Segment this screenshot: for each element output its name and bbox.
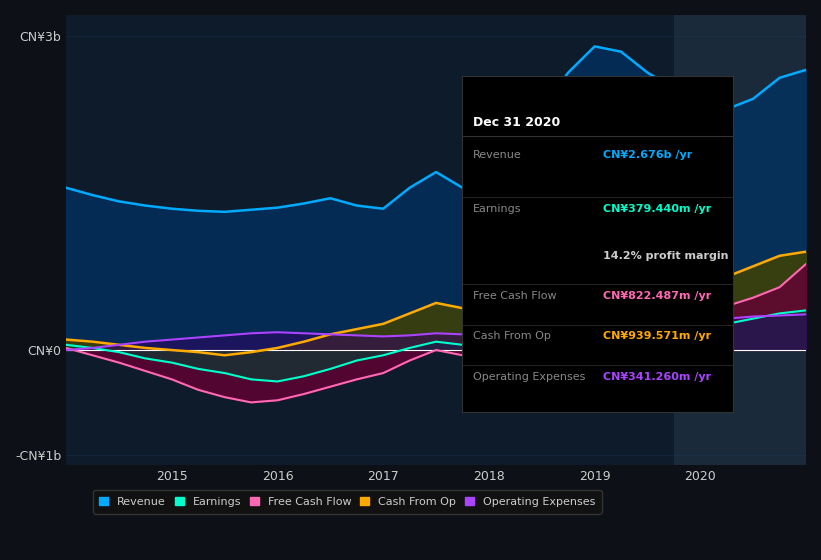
Legend: Revenue, Earnings, Free Cash Flow, Cash From Op, Operating Expenses: Revenue, Earnings, Free Cash Flow, Cash … xyxy=(93,490,602,514)
Text: 14.2% profit margin: 14.2% profit margin xyxy=(603,251,728,261)
Text: Free Cash Flow: Free Cash Flow xyxy=(473,291,557,301)
Text: CN¥379.440m /yr: CN¥379.440m /yr xyxy=(603,204,711,213)
Text: Revenue: Revenue xyxy=(473,150,521,160)
Text: Earnings: Earnings xyxy=(473,204,521,213)
Text: CN¥822.487m /yr: CN¥822.487m /yr xyxy=(603,291,711,301)
Text: CN¥341.260m /yr: CN¥341.260m /yr xyxy=(603,372,711,382)
Text: Cash From Op: Cash From Op xyxy=(473,332,551,342)
Text: CN¥2.676b /yr: CN¥2.676b /yr xyxy=(603,150,692,160)
Bar xyxy=(674,15,806,465)
Text: Operating Expenses: Operating Expenses xyxy=(473,372,585,382)
Text: Dec 31 2020: Dec 31 2020 xyxy=(473,116,560,129)
Text: CN¥939.571m /yr: CN¥939.571m /yr xyxy=(603,332,711,342)
